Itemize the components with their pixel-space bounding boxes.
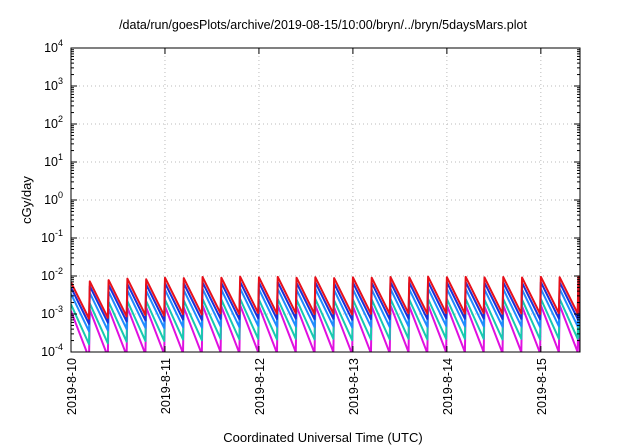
chart-title: /data/run/goesPlots/archive/2019-08-15/1… bbox=[119, 18, 527, 32]
x-tick-label: 2019-8-11 bbox=[159, 358, 173, 414]
plot-area bbox=[71, 275, 580, 352]
y-tick-exponent: 3 bbox=[58, 76, 63, 86]
y-tick-exponent: 4 bbox=[58, 38, 63, 48]
y-tick-exponent: -2 bbox=[55, 266, 63, 276]
y-tick-exponent: -3 bbox=[55, 304, 63, 314]
series-line-0 bbox=[71, 275, 580, 320]
x-tick-label: 2019-8-15 bbox=[535, 358, 549, 415]
x-tick-label: 2019-8-13 bbox=[347, 358, 361, 415]
x-tick-label: 2019-8-10 bbox=[65, 358, 79, 415]
grid bbox=[71, 48, 580, 352]
x-tick-label: 2019-8-14 bbox=[441, 358, 455, 415]
y-tick-exponent: 0 bbox=[58, 190, 63, 200]
y-tick-exponent: 1 bbox=[58, 152, 63, 162]
y-tick-exponent: -4 bbox=[55, 342, 63, 352]
x-tick-label: 2019-8-12 bbox=[253, 358, 267, 415]
x-axis: 2019-8-10 2019-8-11 2019-8-12 2019-8-13 2019… bbox=[65, 48, 549, 415]
y-axis-label: cGy/day bbox=[19, 176, 34, 224]
x-axis-label: Coordinated Universal Time (UTC) bbox=[223, 430, 422, 445]
y-tick-exponent: -1 bbox=[55, 228, 63, 238]
y-tick-exponent: 2 bbox=[58, 114, 63, 124]
